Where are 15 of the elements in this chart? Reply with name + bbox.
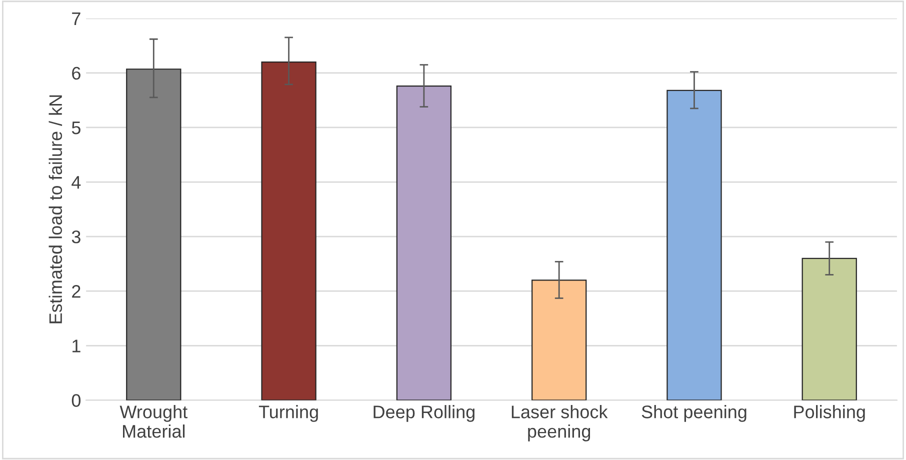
y-tick-label: 2 bbox=[72, 285, 80, 298]
y-tick-label: 6 bbox=[72, 66, 80, 80]
y-tick-label: 3 bbox=[72, 230, 80, 244]
y-tick-label: 4 bbox=[72, 176, 81, 189]
x-tick-label: Wrought Material bbox=[120, 405, 188, 438]
x-tick-label: Deep Rolling bbox=[374, 405, 474, 422]
y-tick-label: 7 bbox=[72, 12, 80, 25]
x-tick-label: Polishing bbox=[794, 405, 865, 422]
y-axis-title: Estimated load to failure / kN bbox=[48, 95, 62, 324]
x-tick-label: Shot peening bbox=[642, 405, 746, 422]
y-tick-label: 5 bbox=[72, 122, 80, 134]
y-tick-label: 0 bbox=[72, 394, 81, 407]
x-tick-label: Turning bbox=[258, 405, 318, 422]
x-tick-label: Laser shock peening bbox=[512, 405, 608, 442]
y-tick-label: 1 bbox=[72, 340, 80, 352]
